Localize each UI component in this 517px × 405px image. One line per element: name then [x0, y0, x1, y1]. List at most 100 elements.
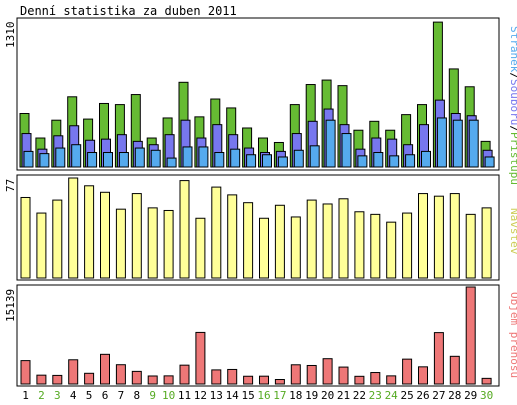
- bar-stranek-day-21: [341, 133, 352, 168]
- bar-navstev-day-16: [259, 217, 269, 279]
- bar-objem-day-4: [68, 359, 79, 385]
- chart-title: Denní statistika za duben 2011: [20, 4, 237, 18]
- day-label-9: 9: [149, 389, 156, 402]
- bar-objem-day-5: [84, 372, 95, 385]
- bar-navstev-day-9: [147, 207, 158, 279]
- day-label-16: 16: [257, 389, 270, 402]
- bar-objem-day-8: [131, 370, 142, 385]
- day-label-26: 26: [416, 389, 429, 402]
- bar-navstev-day-17: [274, 204, 285, 279]
- day-label-11: 11: [178, 389, 191, 402]
- bar-objem-day-29: [465, 286, 476, 385]
- bar-navstev-day-21: [338, 198, 349, 279]
- bar-navstev-day-29: [465, 213, 476, 279]
- bar-stranek-day-25: [405, 154, 416, 168]
- bar-objem-day-10: [163, 375, 174, 385]
- bar-navstev-day-20: [322, 203, 333, 279]
- bar-navstev-day-13: [211, 186, 222, 279]
- legend-sep-1: /: [508, 72, 517, 79]
- day-label-30: 30: [480, 389, 493, 402]
- day-label-1: 1: [22, 389, 29, 402]
- bar-objem-day-13: [211, 369, 222, 385]
- bar-stranek-day-19: [309, 145, 320, 168]
- day-label-22: 22: [353, 389, 366, 402]
- bottom-legend: Objem přenosu: [508, 292, 517, 378]
- bar-stranek-day-15: [246, 154, 257, 168]
- bar-navstev-day-1: [20, 196, 31, 279]
- bar-stranek-day-12: [198, 146, 209, 168]
- top-y-max-label: 1310: [4, 22, 17, 49]
- bar-stranek-day-30: [484, 156, 495, 168]
- bar-objem-day-23: [370, 372, 381, 385]
- day-label-2: 2: [38, 389, 45, 402]
- bar-stranek-day-3: [55, 147, 66, 168]
- legend-souboru: Souborů: [508, 79, 517, 125]
- day-label-25: 25: [400, 389, 413, 402]
- day-label-18: 18: [289, 389, 302, 402]
- bar-navstev-day-18: [290, 216, 301, 279]
- bar-objem-day-1: [20, 360, 31, 385]
- legend-sep-2: /: [508, 125, 517, 132]
- bar-stranek-day-16: [262, 154, 272, 168]
- bar-stranek-day-7: [118, 152, 129, 168]
- bar-objem-day-30: [481, 377, 492, 385]
- bar-stranek-day-26: [421, 150, 431, 168]
- bar-stranek-day-20: [325, 119, 336, 168]
- bar-navstev-day-14: [227, 194, 238, 279]
- bar-stranek-day-27: [436, 117, 447, 168]
- bar-objem-day-9: [147, 375, 158, 385]
- bar-navstev-day-12: [195, 217, 206, 279]
- bottom-y-max-label: 15139: [4, 289, 17, 322]
- bar-stranek-day-18: [293, 149, 304, 168]
- bar-navstev-day-26: [418, 193, 428, 279]
- bar-stranek-day-23: [373, 152, 384, 168]
- bar-navstev-day-4: [68, 177, 79, 279]
- bar-navstev-day-11: [179, 180, 190, 279]
- top-panel-bars: [19, 21, 495, 168]
- bar-navstev-day-22: [354, 211, 365, 279]
- bar-objem-day-27: [433, 332, 444, 385]
- day-label-13: 13: [210, 389, 223, 402]
- day-label-27: 27: [432, 389, 445, 402]
- day-label-17: 17: [273, 389, 286, 402]
- bar-stranek-day-13: [214, 152, 225, 168]
- day-label-3: 3: [54, 389, 61, 402]
- day-label-19: 19: [305, 389, 318, 402]
- bar-navstev-day-10: [163, 209, 174, 279]
- bar-navstev-day-28: [449, 193, 460, 279]
- day-label-28: 28: [448, 389, 461, 402]
- bar-navstev-day-19: [306, 199, 317, 279]
- day-label-23: 23: [369, 389, 382, 402]
- bar-objem-day-18: [290, 364, 301, 385]
- bar-navstev-day-25: [402, 212, 413, 279]
- day-label-24: 24: [385, 389, 399, 402]
- middle-panel-bars: [20, 177, 492, 279]
- day-label-4: 4: [70, 389, 77, 402]
- bar-stranek-day-2: [39, 153, 50, 168]
- bar-stranek-day-24: [389, 155, 400, 168]
- bottom-panel-frame: [16, 284, 500, 387]
- bar-objem-day-14: [227, 368, 238, 385]
- top-panel-frame: [16, 17, 500, 171]
- day-label-8: 8: [133, 389, 140, 402]
- bar-navstev-day-7: [115, 208, 126, 279]
- bar-objem-day-19: [306, 364, 317, 385]
- day-label-20: 20: [321, 389, 334, 402]
- bar-objem-day-15: [243, 375, 254, 385]
- day-label-5: 5: [86, 389, 93, 402]
- bar-objem-day-17: [274, 379, 285, 385]
- bar-objem-day-28: [449, 355, 460, 385]
- bar-objem-day-2: [36, 374, 47, 385]
- bar-stranek-day-22: [357, 155, 368, 168]
- day-label-14: 14: [226, 389, 240, 402]
- bar-navstev-day-15: [243, 202, 254, 279]
- bar-stranek-day-29: [468, 119, 479, 168]
- bar-stranek-day-11: [182, 146, 193, 168]
- bar-objem-day-26: [418, 366, 428, 385]
- bar-navstev-day-23: [370, 213, 381, 279]
- middle-y-max-label: 77: [4, 179, 17, 192]
- bar-objem-day-24: [386, 375, 397, 385]
- day-label-10: 10: [162, 389, 175, 402]
- bar-objem-day-20: [322, 358, 333, 385]
